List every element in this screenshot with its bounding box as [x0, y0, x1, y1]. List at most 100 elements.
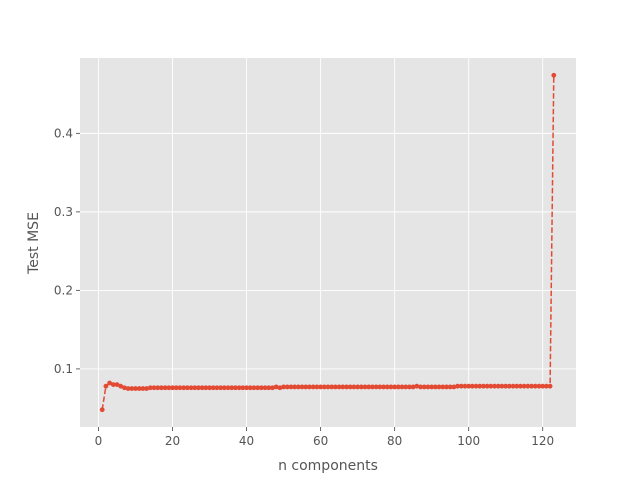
data-point [355, 384, 361, 390]
data-point [199, 385, 205, 391]
data-point [192, 385, 198, 391]
data-point [284, 384, 290, 390]
data-point [233, 385, 238, 391]
data-point [444, 384, 449, 390]
data-point [325, 384, 331, 390]
data-point [429, 384, 435, 390]
data-point [107, 380, 113, 386]
data-point [377, 384, 383, 390]
data-point [218, 385, 224, 391]
data-point [503, 383, 509, 389]
data-point [514, 383, 520, 389]
data-point [196, 385, 201, 391]
data-point [540, 383, 546, 389]
data-point [170, 385, 175, 391]
data-point [407, 384, 412, 390]
data-point [488, 383, 494, 389]
data-point [303, 384, 309, 390]
data-point [258, 385, 264, 391]
data-point [447, 384, 453, 390]
data-point [366, 384, 372, 390]
y-axis-ticks: 0.1 0.2 0.3 0.4 [54, 126, 80, 376]
x-tick-label: 80 [387, 434, 402, 448]
data-point [418, 384, 423, 390]
data-point [469, 383, 475, 389]
data-point [455, 383, 460, 389]
data-point [251, 385, 257, 391]
x-tick-label: 40 [239, 434, 254, 448]
data-point [140, 386, 146, 391]
data-point [225, 385, 231, 391]
data-point [173, 385, 179, 391]
data-point [510, 383, 516, 389]
data-point [543, 383, 549, 389]
data-point [247, 385, 253, 391]
y-tick-label: 0.1 [54, 362, 73, 376]
data-point [329, 384, 335, 390]
data-point [451, 384, 457, 390]
x-axis-ticks: 0 20 40 60 80 100 120 [95, 427, 554, 448]
data-point [421, 384, 427, 390]
data-point [436, 384, 442, 390]
data-point [388, 384, 394, 390]
data-point [207, 385, 212, 391]
data-point [188, 385, 194, 391]
data-point [314, 384, 320, 390]
data-point [351, 384, 357, 390]
data-point [336, 384, 342, 390]
data-point [277, 385, 283, 391]
data-point [221, 385, 227, 391]
y-axis-label: Test MSE [26, 212, 42, 275]
data-point [299, 384, 305, 390]
data-point [214, 385, 220, 391]
data-point [210, 385, 216, 391]
data-point [118, 383, 124, 389]
data-point [484, 383, 490, 389]
data-point [147, 385, 153, 391]
x-tick-label: 120 [531, 434, 554, 448]
data-point [362, 384, 368, 390]
data-point [103, 383, 109, 389]
data-point [344, 384, 349, 390]
data-point [244, 385, 249, 391]
data-point [536, 383, 542, 389]
data-point [310, 384, 316, 390]
data-point [321, 384, 327, 390]
data-point [144, 386, 150, 391]
grid-lines [80, 58, 576, 427]
data-point [395, 384, 401, 390]
data-point [532, 383, 538, 389]
data-point [110, 382, 116, 388]
y-tick-label: 0.4 [54, 126, 73, 140]
data-point [255, 385, 261, 391]
data-point [151, 385, 157, 391]
data-point [414, 383, 420, 389]
series-layer [99, 72, 557, 413]
data-point [529, 383, 534, 389]
data-point [373, 384, 379, 390]
data-point [403, 384, 409, 390]
data-point [381, 384, 386, 390]
data-point [229, 385, 235, 391]
data-point [270, 385, 275, 391]
data-point [525, 383, 531, 389]
data-point [125, 386, 131, 391]
data-point [262, 385, 268, 391]
data-point [347, 384, 353, 390]
data-point [203, 385, 209, 391]
data-point [122, 385, 127, 391]
data-point [114, 382, 120, 388]
x-axis-label: n components [278, 458, 378, 474]
data-point [358, 384, 364, 390]
plot-area [80, 58, 576, 427]
data-point [273, 384, 279, 390]
data-point [166, 385, 172, 391]
data-point [466, 383, 472, 389]
y-tick-label: 0.3 [54, 205, 73, 219]
data-point [129, 386, 135, 391]
data-point [99, 407, 105, 413]
data-point [177, 385, 183, 391]
data-point [266, 385, 272, 391]
data-point [425, 384, 431, 390]
data-point [495, 383, 501, 389]
